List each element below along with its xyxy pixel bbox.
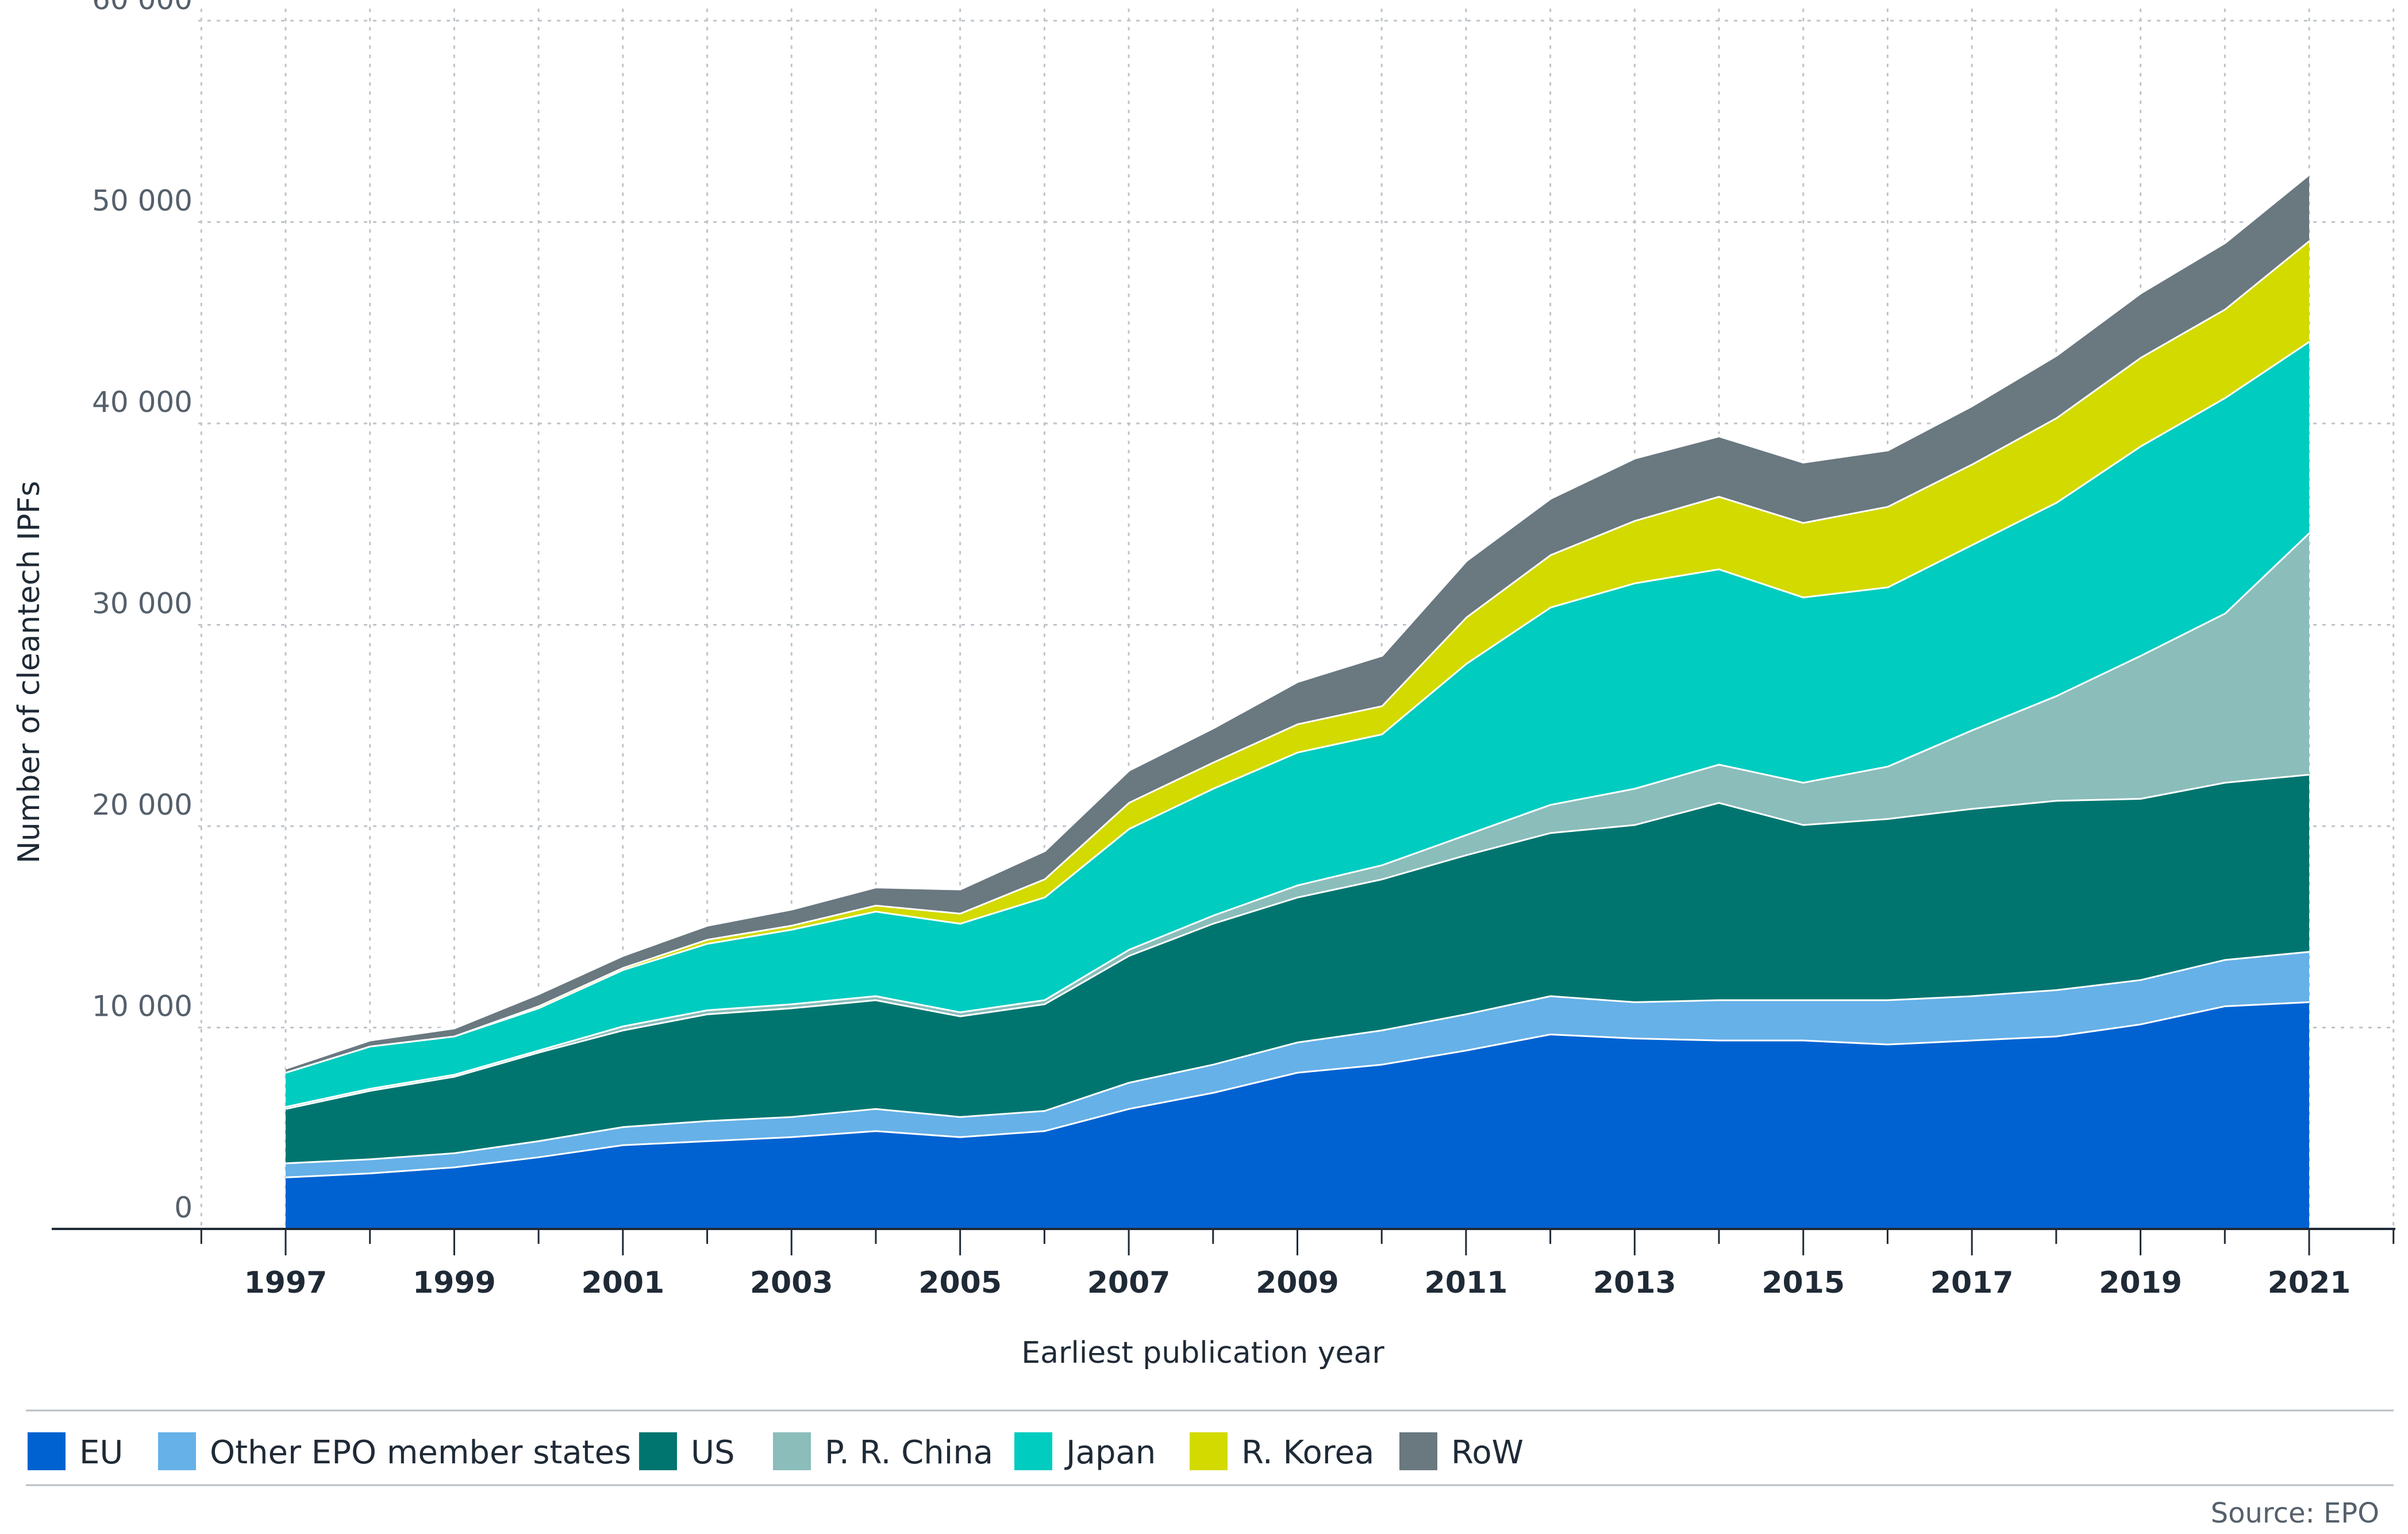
legend: EU Other EPO member states US P. R. China Ja… <box>28 1432 1524 1471</box>
y-tick-labels: 0 10 000 20 000 30 000 40 000 50 000 60 000 <box>92 0 193 1224</box>
area-us <box>286 773 2309 1163</box>
area-edge-row <box>285 172 2310 1070</box>
area-japan <box>286 341 2309 1107</box>
legend-label: Other EPO member states <box>210 1434 631 1471</box>
legend-label: EU <box>79 1434 123 1471</box>
legend-item: US <box>639 1432 735 1471</box>
x-tick-label: 2011 <box>1425 1266 1508 1300</box>
x-tick-label: 2009 <box>1256 1266 1339 1300</box>
legend-label: R. Korea <box>1241 1434 1374 1471</box>
x-tick-label: 2017 <box>1930 1266 2014 1300</box>
legend-item: P. R. China <box>773 1432 993 1471</box>
y-tick-label: 0 <box>174 1191 193 1224</box>
y-tick-label: 30 000 <box>92 587 193 620</box>
x-tick-label: 1997 <box>244 1266 328 1300</box>
legend-item: Japan <box>1014 1432 1156 1471</box>
legend-item: RoW <box>1399 1432 1524 1471</box>
area-eu <box>286 1001 2309 1229</box>
legend-swatch <box>1190 1432 1228 1470</box>
x-tick-labels: 1997 1999 2001 2003 2005 2007 2009 2011 2013 2015… <box>200 1229 2395 1300</box>
x-axis-title: Earliest publication year <box>1021 1336 1384 1370</box>
y-tick-label: 40 000 <box>92 386 193 419</box>
x-tick-label: 2013 <box>1593 1266 1676 1300</box>
area-other-epo-member-states <box>286 951 2309 1177</box>
legend-item: R. Korea <box>1190 1432 1374 1471</box>
legend-label: Japan <box>1064 1434 1156 1471</box>
x-tick-label: 2015 <box>1761 1266 1845 1300</box>
y-tick-label: 20 000 <box>92 788 193 822</box>
x-tick-label: 2001 <box>581 1266 664 1300</box>
legend-swatch <box>158 1432 196 1470</box>
source-note: Source: EPO <box>2211 1497 2379 1529</box>
x-tick-label: 2005 <box>918 1266 1002 1300</box>
legend-swatch <box>773 1432 811 1470</box>
legend-label: RoW <box>1451 1434 1524 1471</box>
x-tick-label: 2007 <box>1087 1266 1171 1300</box>
legend-item: Other EPO member states <box>158 1432 631 1471</box>
area-layer <box>285 172 2311 1229</box>
legend-label: P. R. China <box>825 1434 993 1471</box>
legend-swatch <box>1399 1432 1437 1470</box>
x-tick-label: 2003 <box>750 1266 833 1300</box>
y-axis-title: Number of cleantech IPFs <box>12 481 47 864</box>
legend-swatch <box>28 1432 66 1470</box>
x-tick-label: 1999 <box>413 1266 496 1300</box>
y-tick-label: 50 000 <box>92 184 193 218</box>
legend-label: US <box>691 1434 735 1471</box>
legend-swatch <box>1014 1432 1052 1470</box>
legend-item: EU <box>28 1432 123 1471</box>
legend-swatch <box>639 1432 677 1470</box>
x-tick-label: 2021 <box>2268 1266 2351 1300</box>
y-tick-label: 10 000 <box>92 990 193 1023</box>
y-tick-label: 60 000 <box>92 0 193 16</box>
x-tick-label: 2019 <box>2099 1266 2182 1300</box>
